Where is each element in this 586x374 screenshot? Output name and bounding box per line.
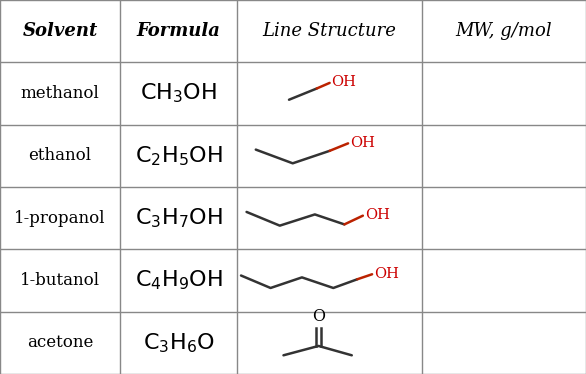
Text: OH: OH — [350, 137, 375, 150]
Text: 1-butanol: 1-butanol — [20, 272, 100, 289]
Text: $\mathregular{C_2H_5OH}$: $\mathregular{C_2H_5OH}$ — [135, 144, 223, 168]
Text: OH: OH — [332, 75, 356, 89]
Text: $\mathregular{CH_3OH}$: $\mathregular{CH_3OH}$ — [140, 82, 217, 105]
Text: 1-propanol: 1-propanol — [14, 210, 106, 227]
Text: O: O — [312, 309, 325, 325]
Text: OH: OH — [374, 267, 399, 281]
Text: $\mathregular{C_3H_7OH}$: $\mathregular{C_3H_7OH}$ — [135, 206, 223, 230]
Text: OH: OH — [364, 208, 390, 222]
Text: ethanol: ethanol — [29, 147, 91, 164]
Text: Line Structure: Line Structure — [263, 22, 397, 40]
Text: acetone: acetone — [27, 334, 93, 351]
Text: methanol: methanol — [21, 85, 100, 102]
Text: Solvent: Solvent — [22, 22, 98, 40]
Text: $\mathregular{C_4H_9OH}$: $\mathregular{C_4H_9OH}$ — [135, 269, 223, 292]
Text: Formula: Formula — [137, 22, 221, 40]
Text: $\mathregular{C_3H_6O}$: $\mathregular{C_3H_6O}$ — [143, 331, 214, 355]
Text: MW, g/mol: MW, g/mol — [456, 22, 552, 40]
